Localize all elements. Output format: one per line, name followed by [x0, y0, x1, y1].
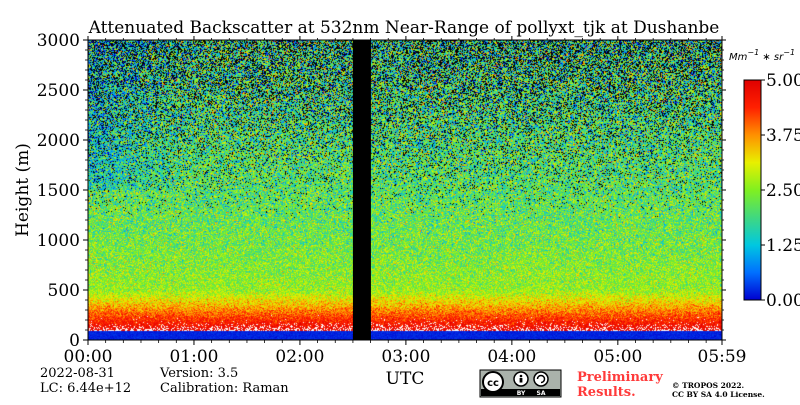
x-tick-label: 03:00 [381, 347, 430, 367]
y-tick-label: 1000 [37, 231, 80, 251]
cc-license-badge: cc BY SA [479, 369, 562, 398]
backscatter-heatmap [88, 40, 722, 340]
preliminary-line1: Preliminary [577, 370, 663, 385]
colorbar-gradient [743, 79, 762, 301]
y-tick-label: 3000 [37, 31, 80, 51]
chart-title: Attenuated Backscatter at 532nm Near-Ran… [88, 18, 720, 38]
x-tick-label: 02:00 [275, 347, 324, 367]
x-tick-label: 00:00 [64, 347, 113, 367]
x-axis: 00:00 01:00 02:00 03:00 04:00 05:00 05:59 [64, 36, 747, 367]
x-tick-label: 05:00 [593, 347, 642, 367]
footer-date: 2022-08-31 [40, 366, 115, 381]
y-tick-label: 2500 [37, 81, 80, 101]
preliminary-line2: Results. [577, 385, 636, 400]
y-axis: 0 500 1000 1500 2000 2500 3000 [37, 31, 726, 351]
svg-text:BY: BY [517, 390, 526, 397]
svg-text:cc: cc [487, 378, 499, 389]
copyright-line2: CC BY SA 4.0 License. [672, 390, 765, 399]
colorbar-unit: Mm−1 ∗ sr−1 [729, 48, 795, 63]
y-tick-label: 1500 [37, 181, 80, 201]
plot-area: 00:00 01:00 02:00 03:00 04:00 05:00 05:59 0 500… [37, 31, 747, 367]
data-gap [352, 40, 371, 340]
footer-version: Version: 3.5 [159, 366, 238, 381]
footer-calibration: Calibration: Raman [160, 381, 289, 396]
colorbar-tick-label: 0.00 [766, 291, 800, 311]
x-axis-label: UTC [386, 369, 425, 389]
copyright-line1: © TROPOS 2022. [672, 381, 744, 390]
sa-icon [533, 371, 549, 387]
x-tick-label: 01:00 [169, 347, 218, 367]
y-tick-label: 0 [69, 331, 80, 351]
colorbar-tick-label: 3.75 [766, 126, 800, 146]
colorbar-tick-label: 1.25 [766, 236, 800, 256]
svg-text:SA: SA [537, 390, 546, 397]
footer-lc: LC: 6.44e+12 [40, 381, 131, 396]
colorbar-tick-label: 2.50 [766, 181, 800, 201]
y-axis-label: Height (m) [13, 143, 33, 237]
colorbar: Mm−1 ∗ sr−1 0.00 1.25 2.50 3.75 5.00 [729, 48, 800, 311]
footer: 2022-08-31 LC: 6.44e+12 Version: 3.5 Cal… [40, 366, 765, 400]
colorbar-ticks: 0.00 1.25 2.50 3.75 5.00 [761, 71, 800, 311]
cc-icon [482, 371, 504, 393]
y-tick-label: 2000 [37, 131, 80, 151]
x-tick-label: 05:59 [698, 347, 747, 367]
y-tick-label: 500 [48, 281, 80, 301]
x-tick-label: 04:00 [487, 347, 536, 367]
colorbar-tick-label: 5.00 [766, 71, 800, 91]
